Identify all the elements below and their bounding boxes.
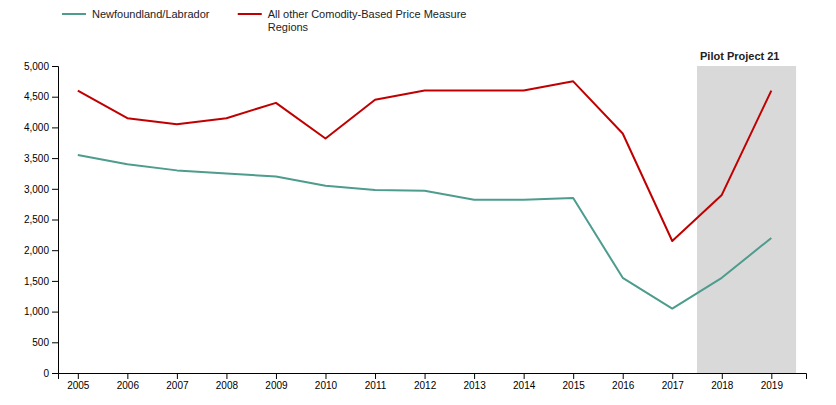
x-tick-label: 2012 <box>414 380 437 391</box>
x-tick-mark <box>623 373 624 379</box>
x-tick: 2019 <box>761 373 784 391</box>
legend: Newfoundland/Labrador All other Comodity-… <box>62 8 466 33</box>
y-tick: 3,000 <box>24 184 58 195</box>
y-tick-label: 0 <box>43 368 49 379</box>
y-tick: 500 <box>32 337 58 348</box>
annotation: Pilot Project 21 <box>700 50 779 62</box>
y-tick: 2,500 <box>24 214 58 225</box>
x-tick-mark <box>325 373 326 379</box>
x-tick-label: 2016 <box>612 380 635 391</box>
y-tick-label: 500 <box>32 337 49 348</box>
y-axis-line <box>52 67 59 374</box>
x-tick-label: 2010 <box>315 380 338 391</box>
x-tick-mark <box>177 373 178 379</box>
x-tick: 2016 <box>612 373 635 391</box>
legend-label: Newfoundland/Labrador <box>92 8 210 20</box>
series-line <box>78 81 772 241</box>
y-tick-label: 3,500 <box>24 153 49 164</box>
y-tick-mark <box>52 189 58 190</box>
x-tick-label: 2006 <box>117 380 140 391</box>
x-tick: 2005 <box>67 373 90 391</box>
series-line <box>78 155 772 309</box>
x-tick-label: 2007 <box>166 380 189 391</box>
x-tick-label: 2011 <box>365 380 387 391</box>
x-tick-mark <box>474 373 475 379</box>
x-tick-mark <box>722 373 723 379</box>
x-tick-label: 2014 <box>513 380 536 391</box>
x-tick-label: 2008 <box>216 380 239 391</box>
x-tick-label: 2019 <box>761 380 784 391</box>
x-tick-mark <box>771 373 772 379</box>
x-tick-mark <box>375 373 376 379</box>
x-tick-label: 2015 <box>563 380 586 391</box>
y-tick-mark <box>52 127 58 128</box>
y-tick-mark <box>52 220 58 221</box>
x-tick: 2008 <box>216 373 239 391</box>
x-tick-mark <box>573 373 574 379</box>
x-tick-mark <box>226 373 227 379</box>
x-tick: 2017 <box>662 373 685 391</box>
x-tick-mark <box>425 373 426 379</box>
legend-swatch <box>62 13 86 15</box>
y-tick-label: 5,000 <box>24 61 49 72</box>
x-tick: 2013 <box>463 373 486 391</box>
legend-item: Newfoundland/Labrador <box>62 8 210 20</box>
x-tick-mark <box>78 373 79 379</box>
y-tick-mark <box>52 312 58 313</box>
x-tick: 2012 <box>414 373 437 391</box>
plot-area <box>78 66 796 373</box>
x-tick: 2007 <box>166 373 189 391</box>
y-tick-mark <box>52 342 58 343</box>
y-tick: 4,500 <box>24 91 58 102</box>
y-tick-mark <box>52 250 58 251</box>
chart: 2005 2006 2007 2008 2009 2010 2011 2012 2013 2014… <box>0 0 836 405</box>
y-tick-label: 4,500 <box>24 91 49 102</box>
x-tick: 2018 <box>711 373 734 391</box>
y-tick-label: 4,000 <box>24 122 49 133</box>
x-tick-mark <box>524 373 525 379</box>
y-tick: 3,500 <box>24 153 58 164</box>
y-tick-label: 2,500 <box>24 214 49 225</box>
y-axis: 0 500 1,000 1,500 2,000 2,500 3,000 3,500 4,000 4… <box>24 61 59 379</box>
legend-label: All other Comodity-Based Price MeasureRe… <box>268 8 467 33</box>
y-tick: 5,000 <box>24 61 58 72</box>
x-tick-label: 2017 <box>662 380 685 391</box>
y-tick: 1,500 <box>24 276 58 287</box>
y-tick-label: 1,500 <box>24 276 49 287</box>
x-tick: 2015 <box>563 373 586 391</box>
shaded-region <box>697 66 796 373</box>
legend-swatch <box>238 13 262 15</box>
x-tick-mark <box>672 373 673 379</box>
y-tick-mark <box>52 158 58 159</box>
x-tick-label: 2018 <box>711 380 734 391</box>
y-tick-label: 3,000 <box>24 184 49 195</box>
x-tick-mark <box>127 373 128 379</box>
y-tick-label: 2,000 <box>24 245 49 256</box>
x-axis: 2005 2006 2007 2008 2009 2010 2011 2012 2013 2014… <box>59 373 807 391</box>
y-tick: 2,000 <box>24 245 58 256</box>
x-tick-label: 2005 <box>67 380 90 391</box>
y-tick: 1,000 <box>24 306 58 317</box>
x-tick-mark <box>276 373 277 379</box>
y-tick: 4,000 <box>24 122 58 133</box>
x-tick: 2011 <box>365 373 387 391</box>
x-tick: 2014 <box>513 373 536 391</box>
x-tick-label: 2009 <box>265 380 288 391</box>
y-tick-mark <box>52 66 58 67</box>
x-tick: 2009 <box>265 373 288 391</box>
y-tick-mark <box>52 281 58 282</box>
y-tick-mark <box>52 373 58 374</box>
legend-item: All other Comodity-Based Price MeasureRe… <box>238 8 467 33</box>
x-tick: 2006 <box>117 373 140 391</box>
x-tick-label: 2013 <box>463 380 486 391</box>
y-tick-mark <box>52 97 58 98</box>
x-axis-line <box>59 374 807 380</box>
y-tick-label: 1,000 <box>24 306 49 317</box>
x-tick: 2010 <box>315 373 338 391</box>
y-tick: 0 <box>43 368 58 379</box>
